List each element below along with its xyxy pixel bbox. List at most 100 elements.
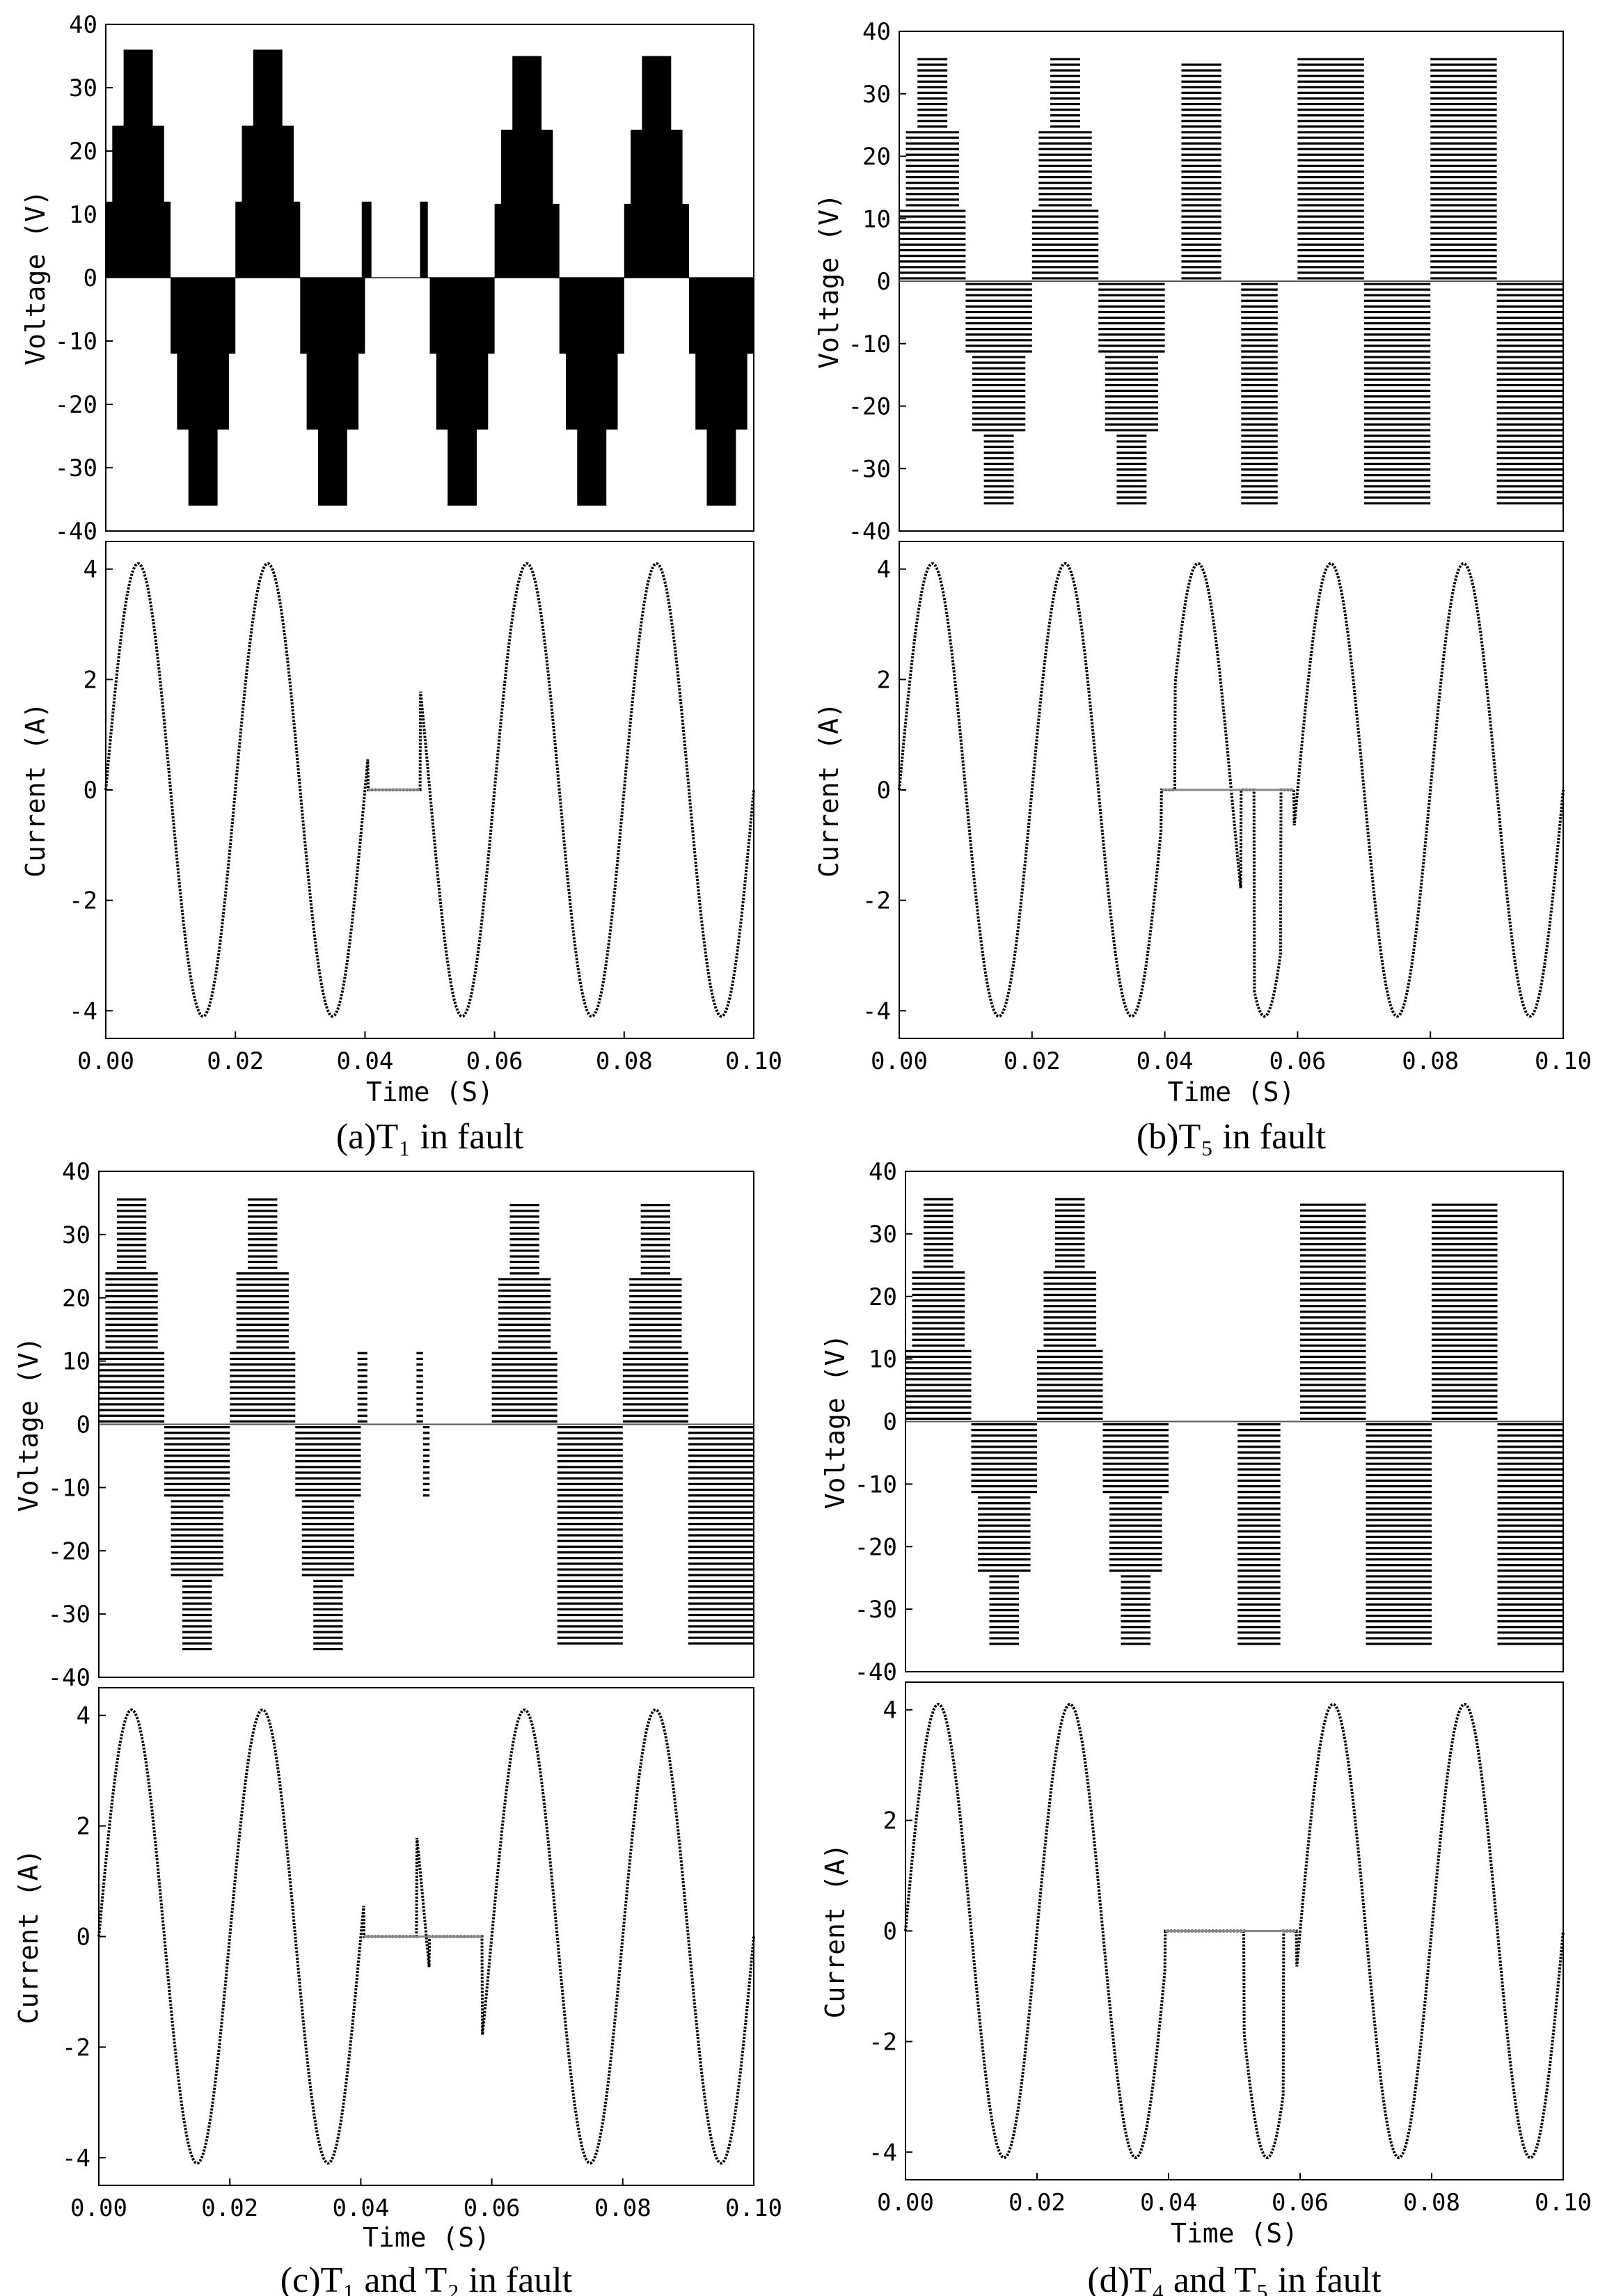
x-tick-label: 0.08 [594,2194,651,2222]
voltage-y-axis-label: Voltage (V) [820,1334,851,1510]
current-waveform-line [104,562,755,1018]
voltage-pulse-hatch [491,1204,557,1423]
x-axis-label: Time (S) [1167,1077,1295,1107]
x-tick-label: 0.10 [1535,2189,1592,2217]
current-plot: 4 2 0 -2 -4 Current (A) 0.00 0.02 0.04 0.06 0.08 0.… [814,541,1592,1075]
voltage-y-tick-label: 30 [69,74,97,102]
subplot-caption: (d)T₄ and T₅ in fault [1087,2261,1382,2296]
voltage-pulse-2 [1037,1198,1103,1420]
voltage-y-tick-label: 20 [862,143,891,171]
voltage-pulse-6 [429,278,495,506]
x-tick-label: 0.04 [1140,2189,1197,2217]
voltage-pulse-6 [422,1425,430,1497]
voltage-pulse-fill [171,278,236,506]
voltage-pulse-6 [1366,1423,1432,1645]
voltage-pulse-hatch [688,1425,754,1645]
current-y-tick-label: -4 [862,997,891,1025]
current-plot: 4 2 0 -2 -4 Current (A) 0.00 0.02 0.04 0.06 0.08 0.… [20,541,782,1075]
voltage-y-tick-label: -20 [855,1533,897,1561]
voltage-y-tick-label: 10 [62,1348,90,1376]
voltage-pulse-fill [361,201,372,278]
voltage-pulse-fill [429,278,495,506]
voltage-pulse-0 [899,58,966,280]
voltage-pulse-hatch [905,1198,972,1420]
voltage-y-tick-label: 40 [69,11,97,39]
voltage-y-tick-label: 30 [869,1221,897,1249]
subplot-caption: (c)T₁ and T₂ in fault [280,2261,573,2296]
x-tick-label: 0.00 [70,2194,127,2222]
voltage-y-tick-label: 30 [862,81,891,109]
voltage-y-tick-label: 0 [84,264,97,292]
current-y-tick-label: -2 [62,2034,90,2061]
x-tick-label: 0.10 [725,2194,782,2222]
voltage-pulse-hatch [971,1423,1037,1645]
voltage-y-tick-label: -20 [848,393,891,421]
current-y-tick-label: 4 [877,556,891,584]
voltage-pulse-1 [971,1423,1037,1645]
current-y-tick-label: 0 [77,1924,90,1951]
voltage-plot: 40 30 20 10 0 -10 -20 -30 -40 Voltage (V) [13,1158,754,1692]
voltage-pulse-hatch [1366,1423,1432,1645]
x-tick-label: 0.04 [332,2194,389,2222]
x-tick-label: 0.06 [1269,1047,1326,1075]
voltage-pulse-5 [420,201,428,278]
x-tick-label: 0.00 [77,1047,134,1075]
voltage-pulse-5 [1300,1203,1366,1420]
voltage-pulse-8 [557,1425,623,1645]
voltage-y-tick-label: 40 [62,1158,90,1186]
voltage-y-tick-label: -40 [55,518,97,546]
voltage-pulse-hatch [422,1425,430,1497]
voltage-pulse-hatch [1031,58,1099,280]
voltage-pulse-10 [688,1425,754,1645]
voltage-pulse-hatch [1237,1423,1281,1645]
voltage-y-tick-label: 30 [62,1221,90,1249]
voltage-pulse-hatch [1300,1203,1366,1420]
voltage-pulse-fill [624,56,689,278]
voltage-pulse-9 [624,56,689,278]
voltage-y-tick-label: -10 [848,331,891,358]
x-tick-label: 0.08 [596,1047,653,1075]
x-tick-label: 0.00 [877,2189,934,2217]
voltage-pulse-hatch [357,1352,367,1423]
voltage-pulse-1 [171,278,236,506]
voltage-y-tick-label: -30 [855,1596,897,1624]
voltage-y-tick-label: 10 [69,201,97,229]
voltage-pulse-8 [1497,1423,1563,1645]
voltage-pulse-hatch [1102,1423,1169,1645]
voltage-pulse-4 [361,201,372,278]
x-tick-label: 0.06 [466,1047,523,1075]
voltage-y-tick-label: 40 [869,1158,897,1186]
voltage-plot: 40 30 20 10 0 -10 -20 -30 -40 Voltage (V) [820,1158,1564,1686]
current-y-tick-label: 2 [84,666,97,694]
voltage-pulse-fill [420,201,428,278]
voltage-pulse-hatch [1496,283,1563,505]
current-plot: 4 2 0 -2 -4 Current (A) 0.00 0.02 0.04 0.06 0.08 0.… [820,1681,1592,2217]
voltage-pulse-3 [1098,283,1165,505]
voltage-pulse-5 [1241,283,1278,505]
voltage-pulse-hatch [899,58,966,280]
voltage-y-tick-label: 20 [869,1283,897,1311]
voltage-y-tick-label: -30 [48,1601,90,1629]
current-y-tick-label: -2 [69,887,97,915]
current-y-tick-label: 4 [883,1697,897,1725]
voltage-pulse-8 [1430,58,1497,280]
voltage-pulse-hatch [557,1425,623,1645]
voltage-pulse-hatch [622,1204,688,1423]
voltage-pulse-hatch [1430,58,1497,280]
x-tick-label: 0.10 [1535,1047,1592,1075]
x-tick-label: 0.06 [1272,2189,1329,2217]
voltage-pulse-3 [1102,1423,1169,1645]
x-tick-label: 0.04 [1137,1047,1194,1075]
voltage-pulse-hatch [1432,1203,1498,1420]
voltage-y-axis-label: Voltage (V) [13,1337,44,1512]
current-y-tick-label: 2 [883,1807,897,1835]
current-axes-frame [105,541,754,1039]
voltage-pulse-7 [1432,1203,1498,1420]
x-axis-label: Time (S) [366,1077,493,1107]
voltage-y-tick-label: 40 [862,18,891,46]
current-y-tick-label: -2 [869,2028,897,2056]
voltage-pulse-7 [1363,283,1431,505]
voltage-pulse-hatch [1297,58,1364,280]
